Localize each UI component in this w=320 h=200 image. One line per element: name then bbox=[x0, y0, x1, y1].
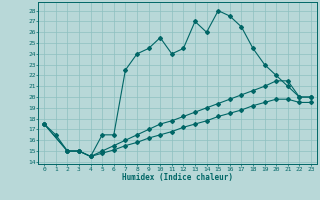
X-axis label: Humidex (Indice chaleur): Humidex (Indice chaleur) bbox=[122, 173, 233, 182]
